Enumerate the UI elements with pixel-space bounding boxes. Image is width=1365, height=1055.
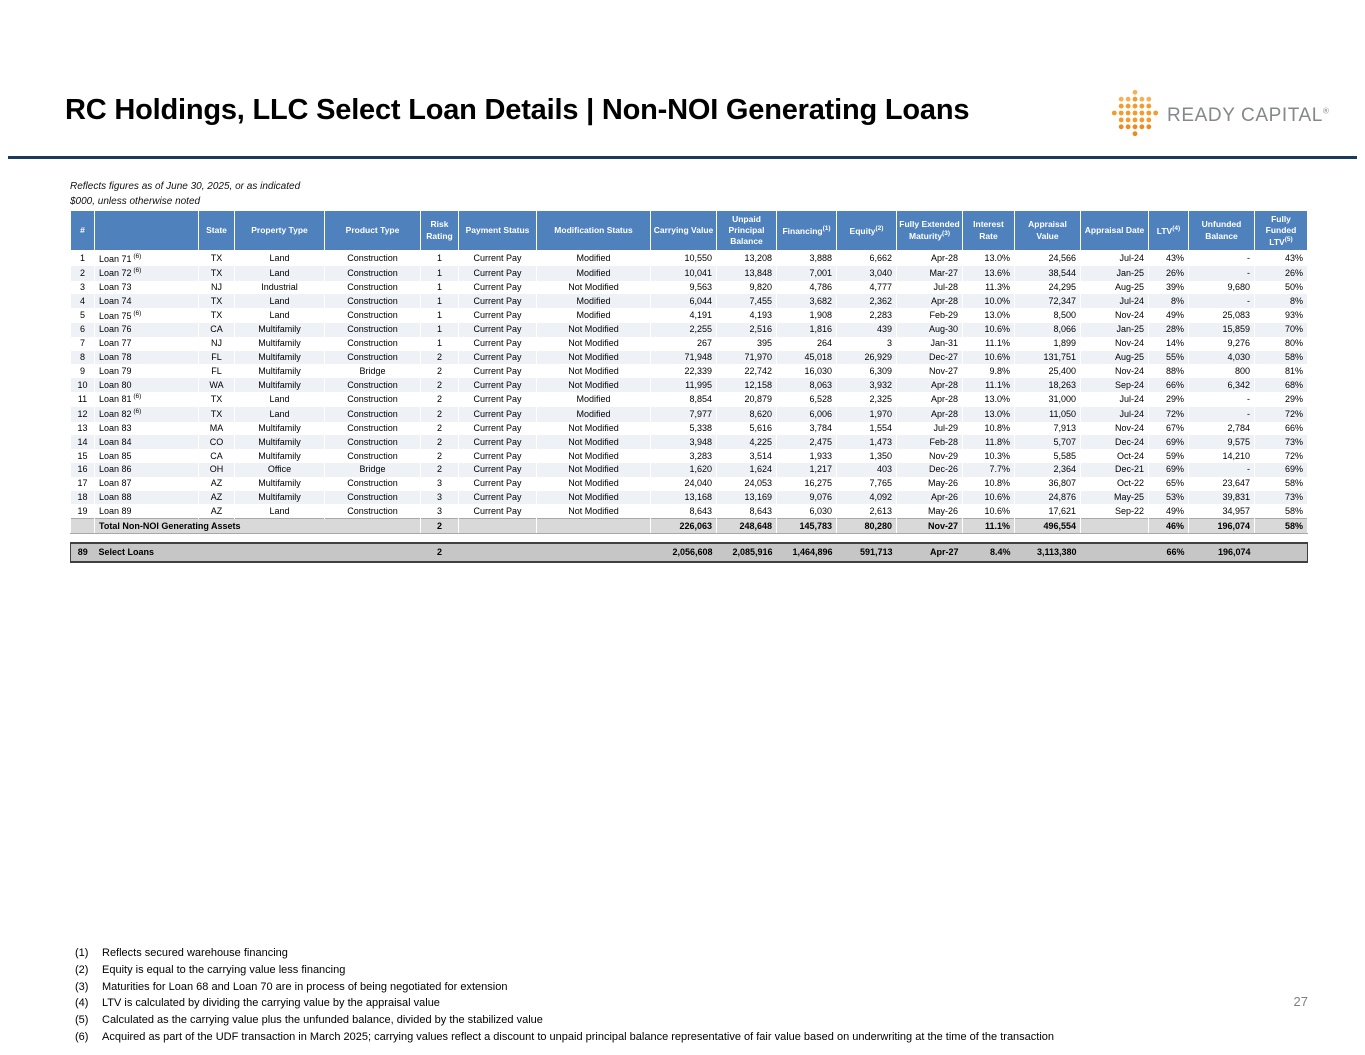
loan-row: 5 Loan 75 (6) TX Land Construction 1 Current P… <box>70 308 1308 323</box>
note-as-of-date: Reflects figures as of June 30, 2025, or… <box>70 181 301 192</box>
col-header-appraisal-date: Appraisal Date <box>1080 210 1149 251</box>
loan-row: 14 Loan 84 CO Multifamily Construction 2 Curre… <box>70 435 1308 450</box>
loan-row: 15 Loan 85 CA Multifamily Construction 2 Curre… <box>70 449 1308 463</box>
table-notes: Reflects figures as of June 30, 2025, or… <box>70 179 300 209</box>
col-header-fully-funded-ltv: Fully Funded LTV(5) <box>1254 210 1308 251</box>
col-header-equity: Equity(2) <box>836 210 897 251</box>
loan-table-container: # State Property Type Product Type Risk … <box>70 210 1308 534</box>
page-number: 27 <box>1293 994 1308 1009</box>
col-header-product-type: Product Type <box>324 210 421 251</box>
col-header-interest-rate: Interest Rate <box>962 210 1015 251</box>
col-header-appraisal-value: Appraisal Value <box>1014 210 1081 251</box>
col-header-risk-rating: Risk Rating <box>420 210 459 251</box>
loan-row: 8 Loan 78 FL Multifamily Construction 2 Curren… <box>70 350 1308 365</box>
col-header-ltv: LTV(4) <box>1148 210 1189 251</box>
loan-row: 12 Loan 82 (6) TX Land Construction 2 Current … <box>70 406 1308 422</box>
col-header-num: # <box>70 210 95 251</box>
loan-row: 17 Loan 87 AZ Multifamily Construction 3 Curre… <box>70 476 1308 491</box>
loan-row: 9 Loan 79 FL Multifamily Bridge 2 Current Pay N… <box>70 364 1308 379</box>
loan-row: 7 Loan 77 NJ Multifamily Construction 1 Curren… <box>70 336 1308 351</box>
col-header-unpaid-principal-balance: Unpaid Principal Balance <box>716 210 777 251</box>
loan-row: 2 Loan 72 (6) TX Land Construction 1 Current P… <box>70 265 1308 281</box>
loan-row: 18 Loan 88 AZ Multifamily Construction 3 Curre… <box>70 490 1308 505</box>
col-header-unfunded-balance: Unfunded Balance <box>1188 210 1255 251</box>
footnotes: (1) Reflects secured warehouse financing … <box>75 947 1320 1048</box>
col-header-financing: Financing(1) <box>776 210 837 251</box>
loan-row: 11 Loan 81 (6) TX Land Construction 2 Current … <box>70 391 1308 407</box>
footnote-2: (2) Equity is equal to the carrying value… <box>75 963 346 976</box>
title-divider <box>8 156 1357 159</box>
summary-table-container: 89 Select Loans 2 2,056,608 2,085,916 1,464,8… <box>70 542 1309 563</box>
ready-capital-logo: READY CAPITAL® <box>1111 89 1330 141</box>
footnote-4: (4) LTV is calculated by dividing the car… <box>75 997 440 1010</box>
loan-row: 6 Loan 76 CA Multifamily Construction 1 Curren… <box>70 322 1308 337</box>
select-loans-summary-table: 89 Select Loans 2 2,056,608 2,085,916 1,464,8… <box>70 542 1309 563</box>
col-header-state: State <box>198 210 235 251</box>
loan-table: # State Property Type Product Type Risk … <box>70 210 1308 534</box>
ready-capital-dot-globe-icon <box>1111 89 1159 141</box>
loan-row: 10 Loan 80 WA Multifamily Construction 2 Curre… <box>70 378 1308 392</box>
col-header-loan-name <box>94 210 199 251</box>
col-header-fully-extended-maturity: Fully Extended Maturity(3) <box>896 210 963 251</box>
col-header-carrying-value: Carrying Value <box>650 210 717 251</box>
total-row: Total Non-NOI Generating Assets 2 226,063 2… <box>70 518 1308 534</box>
loan-row: 4 Loan 74 TX Land Construction 1 Current Pay Mo… <box>70 294 1308 309</box>
loan-table-header: # State Property Type Product Type Risk … <box>70 210 1308 251</box>
col-header-property-type: Property Type <box>234 210 325 251</box>
summary-row: 89 Select Loans 2 2,056,608 2,085,916 1,464,8… <box>70 543 1308 562</box>
footnote-6: (6) Acquired as part of the UDF transacti… <box>75 1030 1055 1043</box>
loan-row: 13 Loan 83 MA Multifamily Construction 2 Curre… <box>70 421 1308 436</box>
loan-row: 3 Loan 73 NJ Industrial Construction 1 Current… <box>70 280 1308 295</box>
loan-row: 19 Loan 89 AZ Land Construction 3 Current Pay N… <box>70 504 1308 519</box>
loan-table-body: 1 Loan 71 (6) TX Land Construction 1 Current P… <box>70 250 1308 519</box>
loan-row: 1 Loan 71 (6) TX Land Construction 1 Current P… <box>70 250 1308 266</box>
loan-row: 16 Loan 86 OH Office Bridge 2 Current Pay Not M… <box>70 462 1308 477</box>
ready-capital-wordmark: READY CAPITAL® <box>1167 104 1330 126</box>
col-header-modification-status: Modification Status <box>536 210 651 251</box>
page-title: RC Holdings, LLC Select Loan Details | N… <box>65 94 970 126</box>
note-units: $000, unless otherwise noted <box>70 196 201 207</box>
col-header-payment-status: Payment Status <box>458 210 537 251</box>
footnote-5: (5) Calculated as the carrying value plus… <box>75 1014 543 1026</box>
footnote-1: (1) Reflects secured warehouse financing <box>75 947 288 959</box>
footnote-3: (3) Maturities for Loan 68 and Loan 70 ar… <box>75 980 508 993</box>
